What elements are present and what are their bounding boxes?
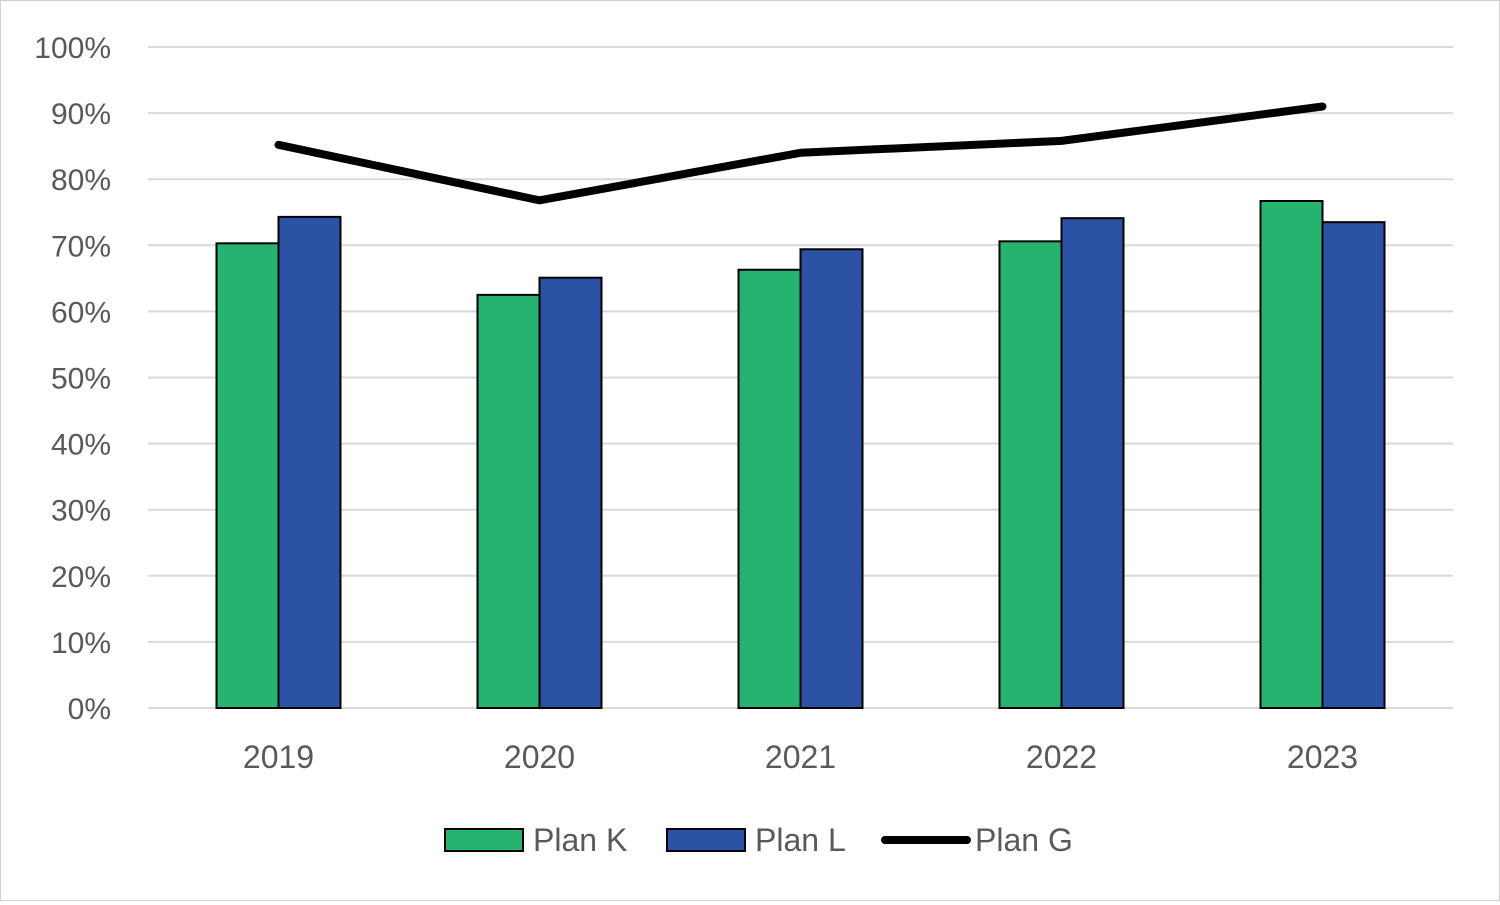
x-tick-label: 2021 [765, 739, 836, 775]
x-tick-label: 2020 [504, 739, 575, 775]
bar-plan-l-2019 [277, 215, 342, 709]
bar-plan-k-2022 [998, 240, 1063, 709]
bar-plan-k-2020 [476, 293, 541, 709]
y-tick-label: 50% [51, 363, 111, 396]
bar-plan-k-2023 [1259, 200, 1324, 709]
x-tick-label: 2019 [243, 739, 314, 775]
bar-plan-l-2021 [799, 248, 864, 710]
y-axis-tick-labels: 0% 10% 20% 30% 40% 50% 60% 70% 80% 90% 100% [34, 32, 111, 726]
bar-plan-l-2023 [1321, 221, 1386, 709]
bars [215, 200, 1386, 710]
y-tick-label: 40% [51, 429, 111, 462]
legend-label: Plan G [975, 822, 1073, 858]
y-tick-label: 60% [51, 296, 111, 329]
legend: Plan K Plan L Plan G [444, 822, 1073, 858]
x-tick-label: 2023 [1287, 739, 1358, 775]
y-tick-label: 0% [68, 693, 111, 726]
line-plan-g [274, 102, 1327, 205]
y-tick-label: 80% [51, 164, 111, 197]
y-tick-label: 90% [51, 98, 111, 131]
bar-plan-l-2020 [538, 276, 603, 709]
y-tick-label: 10% [51, 627, 111, 660]
bar-plan-k-2021 [737, 268, 802, 709]
bar-plan-l-2022 [1060, 217, 1125, 709]
legend-swatch [444, 828, 524, 852]
x-axis-tick-labels: 2019 2020 2021 2022 2023 [243, 739, 1358, 775]
y-tick-label: 70% [51, 230, 111, 263]
line-series [274, 102, 1327, 205]
legend-label: Plan K [533, 822, 627, 858]
y-tick-label: 30% [51, 495, 111, 528]
y-tick-label: 100% [34, 32, 111, 65]
x-tick-label: 2022 [1026, 739, 1097, 775]
bar-plan-k-2019 [215, 242, 280, 710]
y-tick-label: 20% [51, 561, 111, 594]
legend-swatch [666, 828, 746, 852]
legend-label: Plan L [755, 822, 846, 858]
